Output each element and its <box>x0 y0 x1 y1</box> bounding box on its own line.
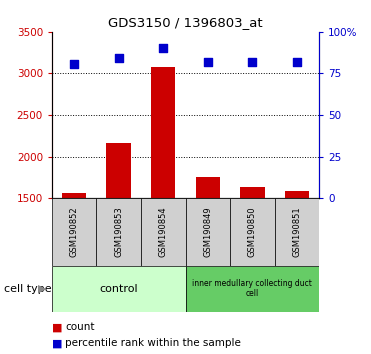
Bar <box>186 266 319 312</box>
Text: GSM190849: GSM190849 <box>203 206 212 257</box>
Bar <box>96 198 141 266</box>
Text: percentile rank within the sample: percentile rank within the sample <box>65 338 241 348</box>
Point <box>71 62 77 67</box>
Point <box>116 56 122 61</box>
Text: cell type: cell type <box>4 284 51 293</box>
Text: inner medullary collecting duct
cell: inner medullary collecting duct cell <box>192 279 312 298</box>
Point <box>160 46 166 51</box>
Bar <box>196 177 220 198</box>
Point <box>205 59 211 65</box>
Text: GSM190852: GSM190852 <box>70 206 79 257</box>
Text: GSM190850: GSM190850 <box>248 206 257 257</box>
Bar <box>151 67 175 198</box>
Text: count: count <box>65 322 95 332</box>
Bar <box>240 187 265 198</box>
Title: GDS3150 / 1396803_at: GDS3150 / 1396803_at <box>108 16 263 29</box>
Bar <box>186 198 230 266</box>
Bar <box>52 198 96 266</box>
Bar <box>106 143 131 198</box>
Bar <box>52 266 186 312</box>
Text: ■: ■ <box>52 338 62 348</box>
Bar <box>275 198 319 266</box>
Point <box>294 59 300 65</box>
Bar <box>62 193 86 198</box>
Text: ■: ■ <box>52 322 62 332</box>
Text: control: control <box>99 284 138 293</box>
Bar <box>285 191 309 198</box>
Text: GSM190851: GSM190851 <box>292 206 301 257</box>
Point <box>249 59 255 65</box>
Text: ▶: ▶ <box>39 284 47 293</box>
Bar <box>230 198 275 266</box>
Bar <box>141 198 186 266</box>
Text: GSM190853: GSM190853 <box>114 206 123 257</box>
Text: GSM190854: GSM190854 <box>159 206 168 257</box>
